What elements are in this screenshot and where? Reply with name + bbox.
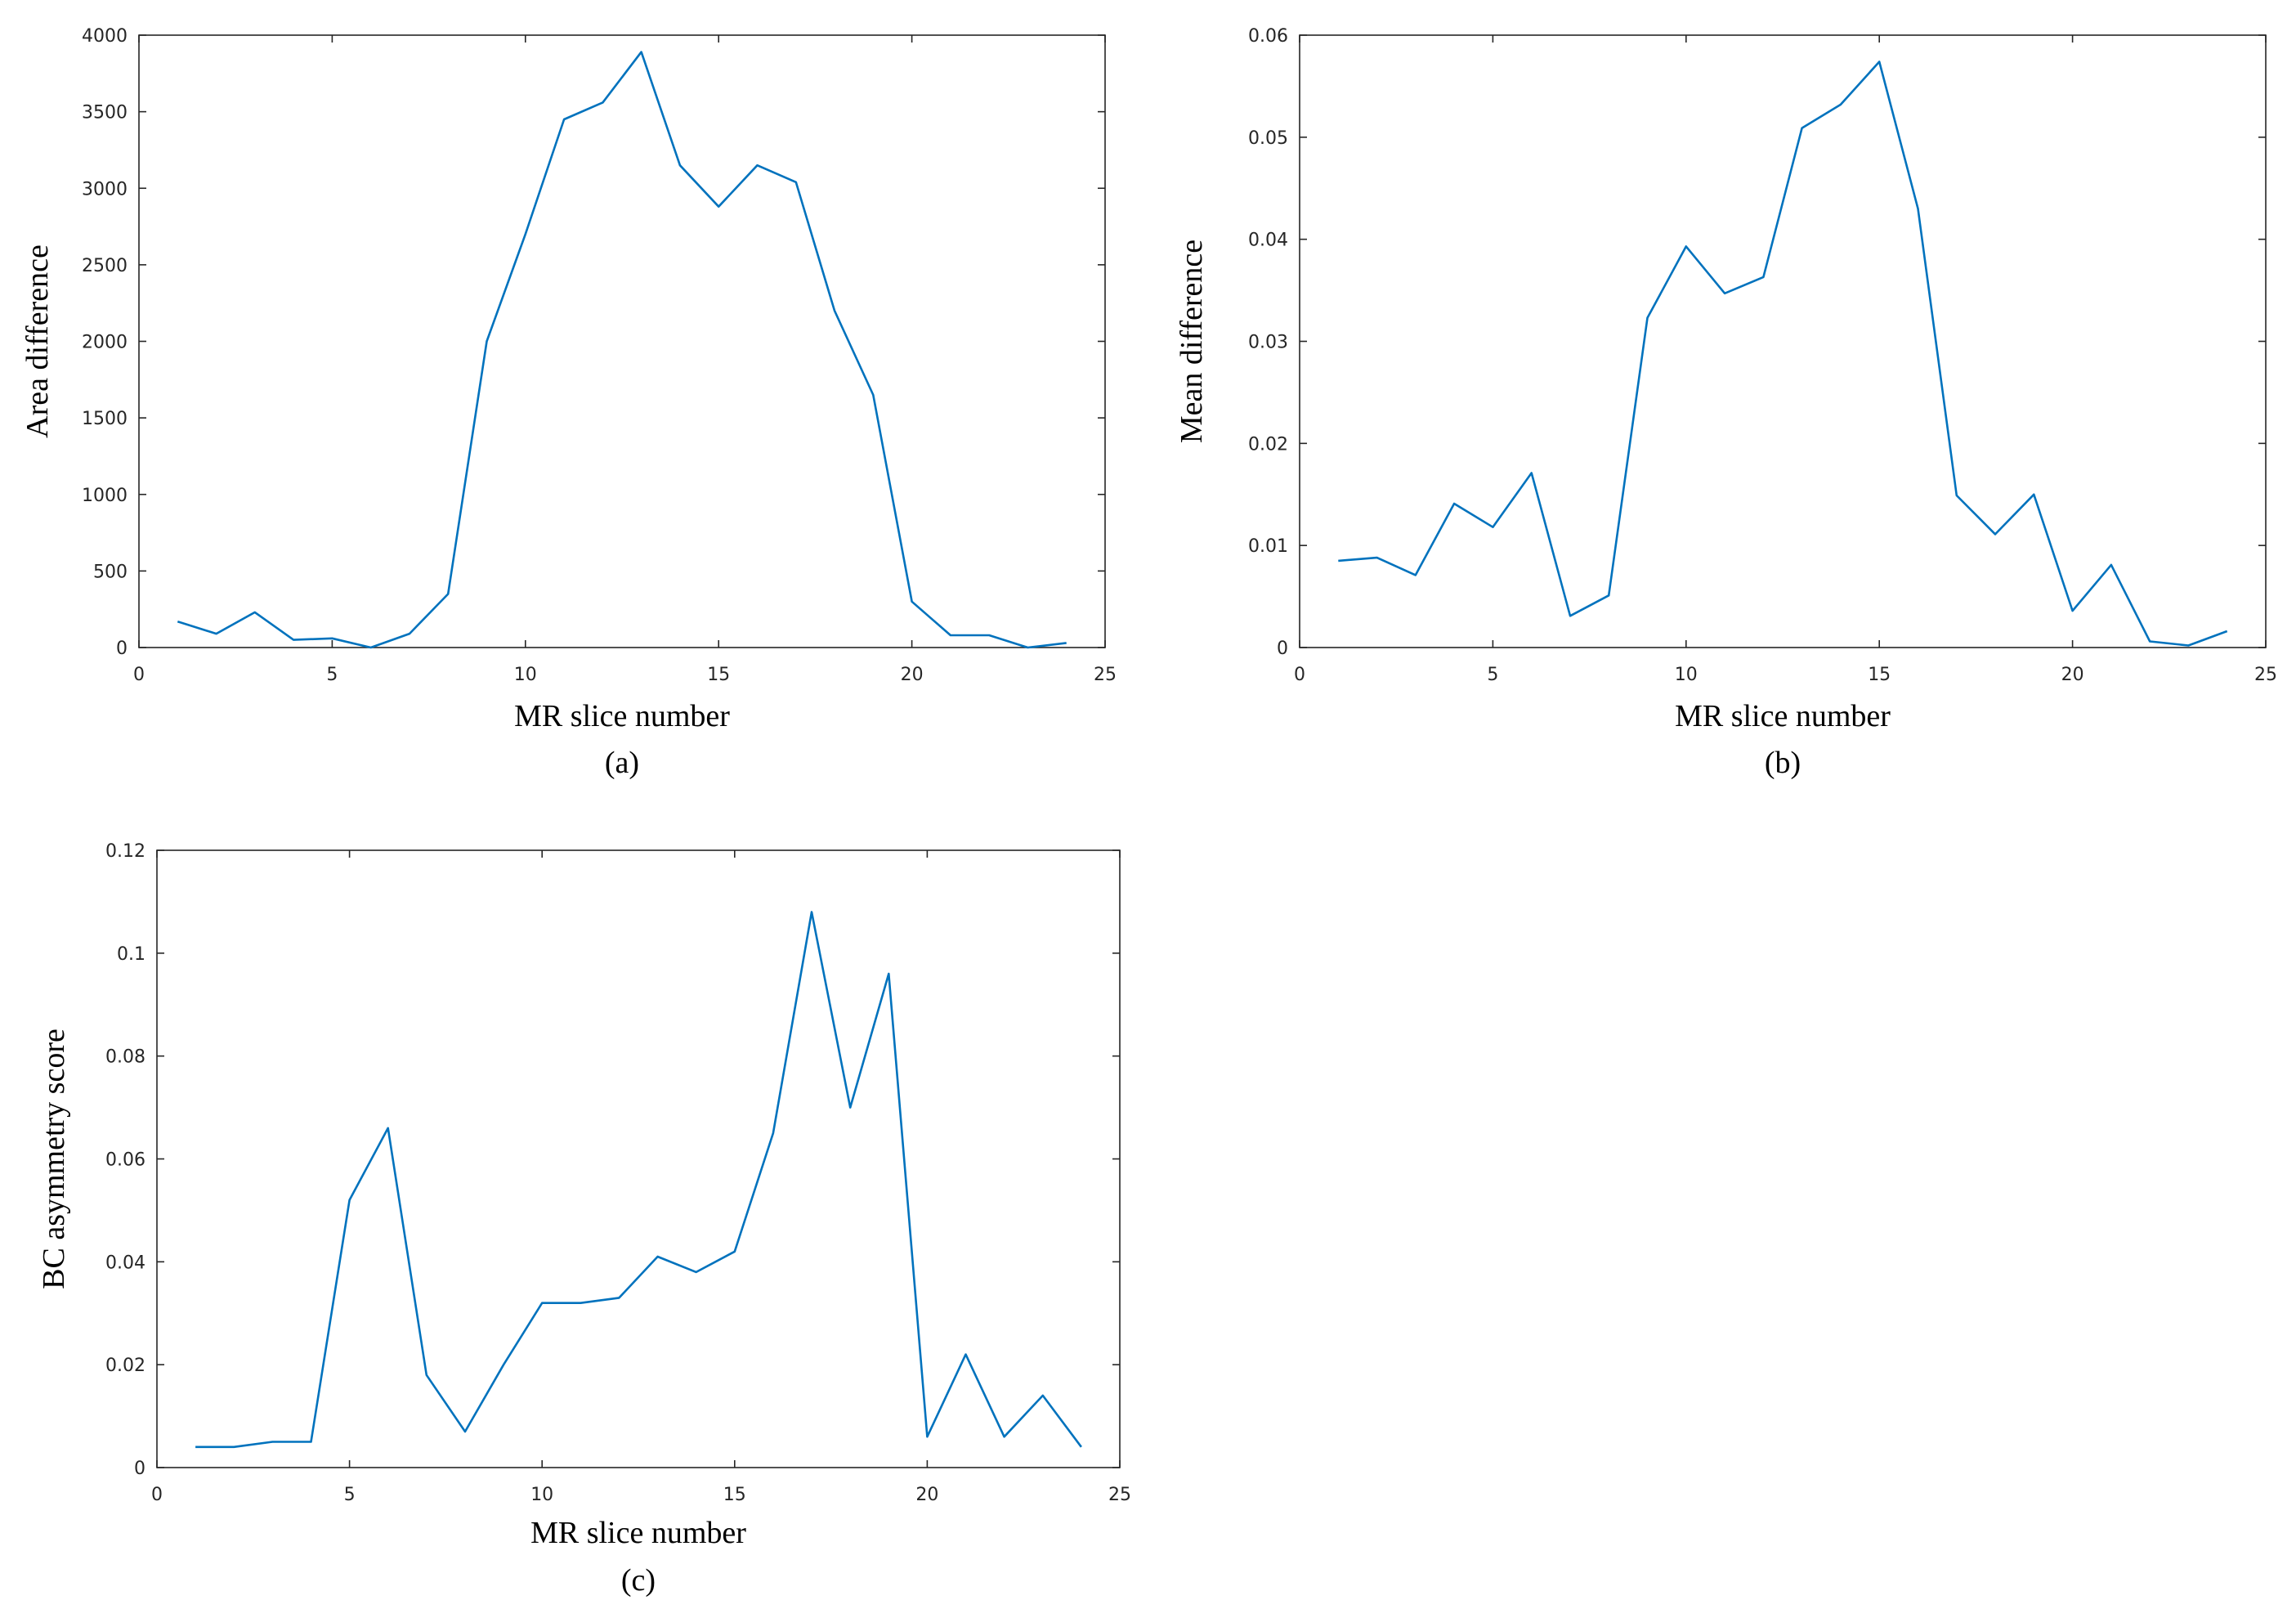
y-tick-label: 2000 (82, 333, 128, 353)
x-tick-label: 5 (326, 665, 338, 685)
plot-frame (1299, 34, 2267, 648)
x-tick-label: 20 (901, 665, 924, 685)
y-tick-label: 2500 (82, 256, 128, 276)
x-tick-label: 15 (1868, 665, 1891, 685)
x-tick-label: 15 (723, 1485, 746, 1505)
series-line (1338, 61, 2228, 647)
x-axis-label: MR slice number (1675, 699, 1891, 733)
y-tick-label: 0.02 (105, 1356, 145, 1376)
plot-frame (138, 34, 1106, 648)
x-tick-label: 25 (1108, 1485, 1131, 1505)
x-tick-label: 25 (1094, 665, 1117, 685)
y-axis-label: Area difference (20, 244, 55, 438)
x-tick-label: 10 (530, 1485, 553, 1505)
x-tick-label: 0 (133, 665, 145, 685)
y-tick-label: 3500 (82, 103, 128, 123)
panel-caption: (b) (1765, 746, 1801, 780)
y-tick-label: 3000 (82, 179, 128, 199)
x-tick-label: 20 (2061, 665, 2084, 685)
y-axis-label: Mean difference (1175, 240, 1209, 443)
x-tick-label: 5 (344, 1485, 356, 1505)
chart-panel-1: 0 5 10 15 20 25 0 0.01 0.02 0.03 0.04 0.05 0.06 MR sl… (1175, 26, 2277, 780)
y-tick-label: 0.01 (1248, 536, 1288, 557)
x-axis-label: MR slice number (530, 1516, 746, 1550)
x-axis-label: MR slice number (514, 699, 730, 733)
y-tick-label: 0.06 (1248, 26, 1288, 47)
panel-caption: (c) (621, 1563, 656, 1598)
x-tick-label: 20 (915, 1485, 938, 1505)
y-tick-label: 0.06 (105, 1150, 145, 1171)
x-tick-label: 0 (1294, 665, 1305, 685)
x-tick-label: 0 (151, 1485, 163, 1505)
y-tick-label: 0 (116, 639, 128, 659)
y-axis-label: BC asymmetry score (37, 1029, 71, 1289)
y-tick-label: 4000 (82, 26, 128, 47)
y-tick-label: 0.12 (105, 841, 145, 862)
x-tick-label: 5 (1487, 665, 1498, 685)
y-tick-label: 500 (93, 562, 128, 582)
y-tick-label: 0.1 (117, 944, 145, 965)
x-tick-label: 15 (707, 665, 730, 685)
y-tick-label: 0.03 (1248, 333, 1288, 353)
x-tick-label: 25 (2254, 665, 2277, 685)
y-tick-label: 0 (134, 1459, 145, 1479)
x-tick-label: 10 (1675, 665, 1698, 685)
y-tick-label: 0.04 (1248, 231, 1288, 251)
series-line (177, 51, 1067, 649)
y-tick-label: 1000 (82, 486, 128, 506)
y-tick-label: 0.02 (1248, 434, 1288, 455)
y-tick-label: 1500 (82, 409, 128, 429)
y-tick-label: 0.08 (105, 1047, 145, 1068)
x-tick-label: 10 (514, 665, 537, 685)
series-line (195, 911, 1082, 1449)
y-tick-label: 0.05 (1248, 128, 1288, 149)
chart-panel-2: 0 5 10 15 20 25 0 0.02 0.04 0.06 0.08 0.1 0.12 MR sli… (37, 841, 1131, 1598)
y-tick-label: 0 (1277, 639, 1288, 659)
chart-panel-0: 0 5 10 15 20 25 0 500 1000 1500 2000 2500 3000 3500 40… (20, 26, 1117, 780)
y-tick-label: 0.04 (105, 1253, 145, 1273)
panel-caption: (a) (605, 746, 639, 780)
